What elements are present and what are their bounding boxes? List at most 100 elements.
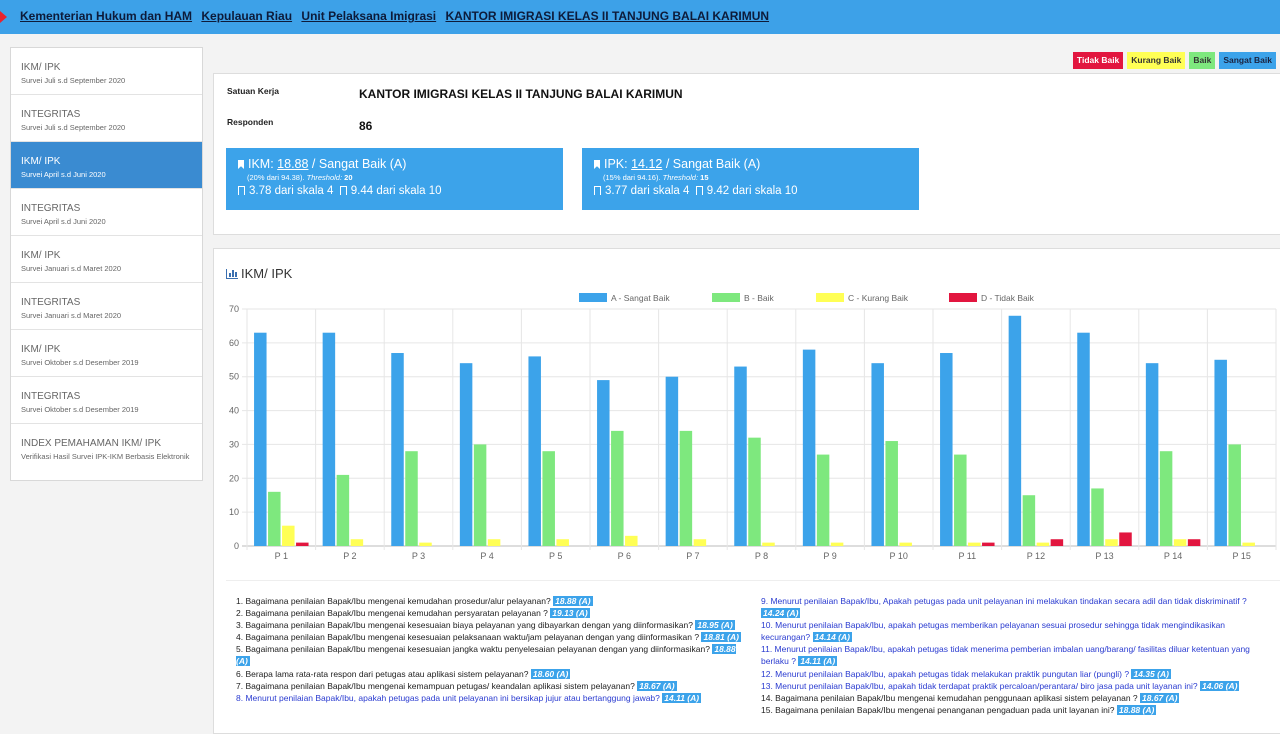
responden-value: 86 <box>359 119 373 133</box>
sidebar-menu: IKM/ IPK Survei Juli s.d September 2020 IN… <box>10 47 203 481</box>
bar <box>762 542 775 546</box>
question-text: 14. Bagaimana penilaian Bapak/Ibu mengen… <box>761 692 1138 703</box>
bar <box>336 474 350 546</box>
sidebar-item-title: INDEX PEMAHAMAN IKM/ IPK <box>21 438 162 449</box>
question-score: 18.81 (A) <box>701 632 741 643</box>
bar <box>885 441 898 546</box>
ipk-score-card: IPK: 14.12 / Sangat Baik (A) (15% dari 9… <box>582 148 919 210</box>
breadcrumb: Kementerian Hukum dan HAM Kepulauan Riau… <box>20 9 775 23</box>
bar <box>1022 495 1036 546</box>
sidebar-item-title: IKM/ IPK <box>21 344 61 355</box>
bar <box>1214 359 1227 546</box>
rating-legend: Tidak Baik Kurang Baik Baik Sangat Baik <box>1072 52 1276 69</box>
question-score: 18.67 (A) <box>637 680 677 691</box>
ipk-category: / Sangat Baik (A) <box>662 157 761 171</box>
sidebar-item[interactable]: IKM/ IPK Survei Juli s.d September 2020 <box>11 48 202 95</box>
question-item: 14. Bagaimana penilaian Bapak/Ibu mengen… <box>761 692 1256 704</box>
breadcrumb-link-kantor[interactable]: KANTOR IMIGRASI KELAS II TANJUNG BALAI K… <box>445 9 770 23</box>
ikm-score-card: IKM: 18.88 / Sangat Baik (A) (20% dari 9… <box>226 148 563 210</box>
red-arrow-icon <box>0 11 7 23</box>
bar <box>611 430 624 546</box>
question-item: 10. Menurut penilaian Bapak/Ibu, apakah … <box>761 619 1256 643</box>
question-text: 8. Menurut penilaian Bapak/Ibu, apakah p… <box>236 692 660 703</box>
sidebar-item[interactable]: INTEGRITAS Survei Oktober s.d Desember 20… <box>11 377 202 424</box>
question-item: 7. Bagaimana penilaian Bapak/Ibu mengena… <box>236 680 746 692</box>
question-text: 6. Berapa lama rata-rata respon dari pet… <box>236 668 529 679</box>
badge-tidak-baik: Tidak Baik <box>1072 52 1124 69</box>
bar <box>419 542 432 546</box>
question-score: 18.95 (A) <box>695 620 735 631</box>
bar <box>1173 539 1187 546</box>
question-item: 15. Bagaimana penilaian Bapak/Ibu mengen… <box>761 704 1256 716</box>
bar <box>982 542 995 546</box>
bar <box>296 542 309 546</box>
question-score: 14.24 (A) <box>761 608 801 619</box>
question-item: 12. Menurut penilaian Bapak/Ibu, apakah … <box>761 668 1256 680</box>
satuan-kerja-label: Satuan Kerja <box>227 86 279 96</box>
question-item: 3. Bagaimana penilaian Bapak/Ibu mengena… <box>236 619 746 631</box>
sidebar-item[interactable]: INTEGRITAS Survei April s.d Juni 2020 <box>11 189 202 236</box>
sidebar-item[interactable]: IKM/ IPK Survei Oktober s.d Desember 2019 <box>11 330 202 377</box>
question-text: 5. Bagaimana penilaian Bapak/Ibu mengena… <box>236 644 710 655</box>
bar <box>1050 539 1064 546</box>
sidebar-item-subtitle: Survei Januari s.d Maret 2020 <box>21 264 122 273</box>
sidebar-item-subtitle: Survei Oktober s.d Desember 2019 <box>21 358 139 367</box>
ikm-threshold-label: Threshold: <box>306 173 343 182</box>
badge-sangat-baik: Sangat Baik <box>1219 52 1276 69</box>
legend-item: C - Kurang Baik <box>816 293 909 303</box>
question-score: 18.88 (A) <box>553 596 593 606</box>
bar <box>254 332 267 546</box>
bar <box>1187 539 1201 546</box>
breadcrumb-link-upi[interactable]: Unit Pelaksana Imigrasi <box>301 9 437 23</box>
bar <box>391 353 404 546</box>
ipk-prefix: IPK: <box>604 157 632 171</box>
summary-panel: Satuan Kerja KANTOR IMIGRASI KELAS II TA… <box>213 73 1280 235</box>
ikm-prefix: IKM: <box>248 157 278 171</box>
sidebar-item[interactable]: IKM/ IPK Survei Januari s.d Maret 2020 <box>11 236 202 283</box>
ikm-threshold-value: 20 <box>342 173 353 182</box>
sidebar-item-subtitle: Verifikasi Hasil Survei IPK-IKM Berbasis… <box>21 452 190 461</box>
x-tick-label: P 2 <box>343 551 356 561</box>
question-score: 19.13 (A) <box>550 608 590 619</box>
bar <box>282 525 295 546</box>
question-text: 11. Menurut penilaian Bapak/Ibu, apakah … <box>761 644 1250 667</box>
question-item: 9. Menurut penilaian Bapak/Ibu, Apakah p… <box>761 595 1256 619</box>
badge-kurang-baik: Kurang Baik <box>1127 52 1186 69</box>
question-item: 13. Menurut penilaian Bapak/Ibu, apakah … <box>761 680 1256 692</box>
bar <box>968 542 981 546</box>
x-tick-label: P 4 <box>480 551 493 561</box>
sidebar-item[interactable]: INTEGRITAS Survei Januari s.d Maret 2020 <box>11 283 202 330</box>
breadcrumb-link-kepri[interactable]: Kepulauan Riau <box>201 9 293 23</box>
question-score: 18.60 (A) <box>530 668 571 679</box>
question-text: 13. Menurut penilaian Bapak/Ibu, apakah … <box>761 680 1198 691</box>
bar-chart-icon <box>226 269 238 279</box>
sidebar-item-title: INTEGRITAS <box>21 297 81 308</box>
bookmark-icon <box>594 160 600 169</box>
y-tick-label: 70 <box>229 304 239 314</box>
sidebar-item[interactable]: INDEX PEMAHAMAN IKM/ IPK Verifikasi Hasil… <box>11 424 202 480</box>
sidebar-item[interactable]: IKM/ IPK Survei April s.d Juni 2020 <box>11 142 202 189</box>
sidebar-item-title: IKM/ IPK <box>21 62 61 73</box>
question-item: 5. Bagaimana penilaian Bapak/Ibu mengena… <box>236 643 746 667</box>
question-item: 11. Menurut penilaian Bapak/Ibu, apakah … <box>761 643 1256 667</box>
responden-label: Responden <box>227 117 274 127</box>
ipk-threshold-value: 15 <box>698 173 709 182</box>
legend-label: A - Sangat Baik <box>611 293 670 303</box>
bar <box>1119 532 1132 546</box>
bar <box>1159 451 1173 546</box>
legend-item: A - Sangat Baik <box>579 293 670 303</box>
question-text: 7. Bagaimana penilaian Bapak/Ibu mengena… <box>236 680 635 691</box>
x-tick-label: P 10 <box>890 551 908 561</box>
bookmark-outline-icon <box>695 186 703 195</box>
sidebar-item[interactable]: INTEGRITAS Survei Juli s.d September 2020 <box>11 95 202 142</box>
ikm-scale4: 3.78 dari skala 4 <box>249 185 334 197</box>
ipk-detail: (15% dari 94.16). <box>603 173 663 182</box>
x-tick-label: P 3 <box>412 551 425 561</box>
ikm-detail: (20% dari 94.38). <box>247 173 307 182</box>
breadcrumb-link-kementerian[interactable]: Kementerian Hukum dan HAM <box>20 9 193 23</box>
sidebar-item-subtitle: Survei Juli s.d September 2020 <box>21 123 126 132</box>
sidebar-item-subtitle: Survei Juli s.d September 2020 <box>21 76 126 85</box>
question-text: 10. Menurut penilaian Bapak/Ibu, apakah … <box>761 620 1226 643</box>
bookmark-outline-icon <box>594 186 601 195</box>
legend-label: B - Baik <box>744 293 775 303</box>
